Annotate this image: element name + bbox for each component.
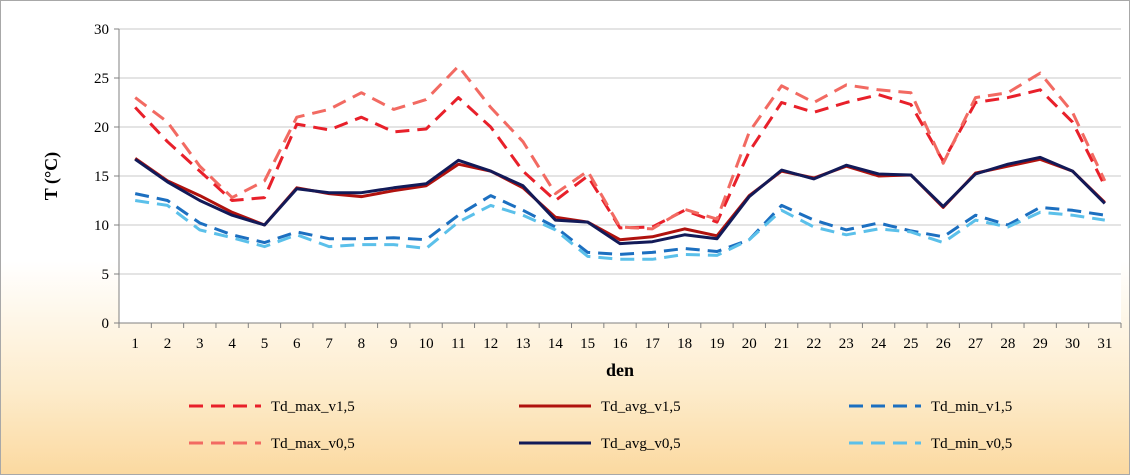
x-tick-label: 16: [613, 336, 629, 352]
x-tick-label: 20: [742, 336, 757, 352]
x-tick-label: 9: [390, 336, 398, 352]
legend-label: Td_min_v1,5: [931, 399, 1012, 415]
x-tick-label: 12: [483, 336, 498, 352]
axes: [118, 29, 1121, 324]
legend-label: Td_max_v1,5: [271, 399, 355, 415]
x-tick-label: 2: [164, 336, 172, 352]
y-tick-label: 30: [94, 22, 109, 38]
series-line-4: [134, 64, 1107, 231]
y-tick-label: 0: [102, 316, 110, 332]
x-tick-label: 7: [325, 336, 333, 352]
x-tick-label: 19: [709, 336, 724, 352]
x-tick-label: 27: [968, 336, 984, 352]
x-tick-labels: 1 2 3 4 5 6 7 8 9 10 11 12 13 14 15 16 17 18 19 20 21 22 23 24 2…: [131, 336, 1112, 352]
y-tick-label: 25: [94, 71, 109, 87]
y-tick-labels: 0 5 10 15 20 25 30: [94, 22, 109, 332]
y-tick-label: 10: [94, 218, 109, 234]
x-tick-label: 21: [774, 336, 789, 352]
gridlines: [114, 28, 1122, 328]
y-tick-label: 5: [102, 267, 110, 283]
y-tick-label: 20: [94, 120, 109, 136]
x-tick-label: 31: [1097, 336, 1112, 352]
x-tick-label: 25: [903, 336, 918, 352]
x-tick-label: 30: [1065, 336, 1080, 352]
x-tick-label: 1: [131, 336, 139, 352]
x-tick-label: 3: [196, 336, 204, 352]
x-tick-label: 5: [261, 336, 269, 352]
x-tick-label: 28: [1000, 336, 1015, 352]
x-tick-label: 13: [516, 336, 531, 352]
x-tick-label: 18: [677, 336, 692, 352]
legend-label: Td_avg_v0,5: [601, 436, 681, 452]
x-axis-title: den: [606, 360, 634, 380]
x-tick-label: 29: [1033, 336, 1048, 352]
x-tick-label: 14: [548, 336, 564, 352]
x-tick-label: 22: [806, 336, 821, 352]
x-tick-label: 26: [936, 336, 952, 352]
x-tick-label: 10: [419, 336, 434, 352]
legend-label: Td_min_v0,5: [931, 436, 1012, 452]
series-lines: [134, 64, 1107, 261]
x-tick-label: 8: [358, 336, 366, 352]
legend-label: Td_avg_v1,5: [601, 399, 681, 415]
x-tick-label: 15: [580, 336, 595, 352]
legend-label: Td_max_v0,5: [271, 436, 355, 452]
x-tick-label: 24: [871, 336, 887, 352]
x-tick-label: 6: [293, 336, 301, 352]
y-axis-title: T (°C): [41, 152, 62, 200]
x-tick-label: 23: [839, 336, 854, 352]
x-tick-label: 11: [451, 336, 465, 352]
legend: Td_max_v1,5 Td_avg_v1,5 Td_min_v1,5 Td_max_…: [189, 399, 1012, 452]
series-line-5: [134, 155, 1106, 246]
x-tick-label: 17: [645, 336, 661, 352]
x-tick-label: 4: [228, 336, 236, 352]
y-tick-label: 15: [94, 169, 109, 185]
